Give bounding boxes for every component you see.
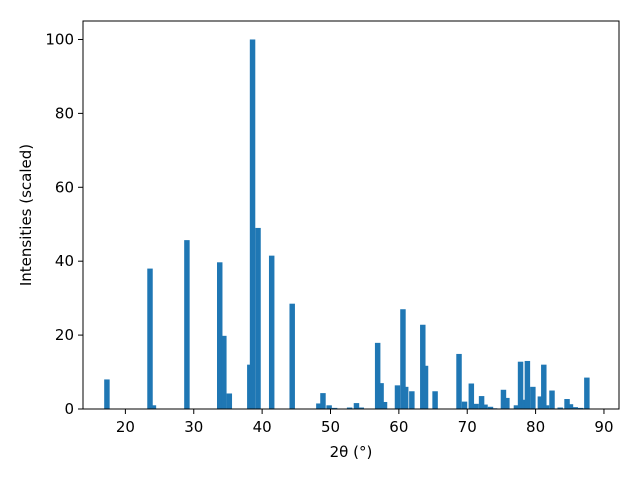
bar bbox=[473, 403, 479, 409]
y-tick-label: 0 bbox=[64, 400, 74, 418]
x-tick-label: 60 bbox=[389, 418, 408, 436]
bar bbox=[221, 335, 227, 409]
bar bbox=[537, 396, 544, 409]
bar bbox=[456, 353, 462, 409]
bar bbox=[394, 385, 401, 409]
bar bbox=[289, 303, 295, 409]
x-tick-label: 90 bbox=[594, 418, 613, 436]
y-tick-label: 40 bbox=[55, 252, 74, 270]
bar bbox=[247, 364, 253, 409]
bar bbox=[378, 383, 384, 409]
bar bbox=[381, 401, 388, 409]
y-axis-ticks: 0 20 40 60 80 100 bbox=[45, 30, 83, 418]
bar bbox=[320, 393, 326, 409]
bar bbox=[572, 407, 578, 409]
bars-group bbox=[104, 39, 590, 409]
bar bbox=[487, 406, 494, 409]
y-tick-label: 80 bbox=[55, 104, 74, 122]
y-tick-label: 20 bbox=[55, 326, 74, 344]
bar bbox=[567, 404, 574, 409]
bar bbox=[422, 365, 429, 409]
bar bbox=[543, 405, 550, 409]
x-tick-label: 80 bbox=[526, 418, 545, 436]
bar bbox=[268, 255, 275, 409]
bar bbox=[353, 403, 360, 409]
bar bbox=[331, 407, 338, 409]
bar bbox=[549, 390, 555, 409]
x-tick-label: 50 bbox=[321, 418, 340, 436]
bar bbox=[255, 227, 261, 409]
x-tick-label: 70 bbox=[458, 418, 477, 436]
bar bbox=[184, 240, 190, 409]
bar bbox=[249, 39, 256, 409]
bar bbox=[326, 405, 332, 409]
bar bbox=[461, 401, 468, 409]
bar bbox=[346, 407, 353, 409]
bar bbox=[150, 405, 157, 409]
y-tick-label: 100 bbox=[45, 30, 74, 48]
bar bbox=[500, 389, 507, 409]
x-tick-label: 30 bbox=[184, 418, 203, 436]
y-tick-label: 60 bbox=[55, 178, 74, 196]
bar bbox=[409, 391, 415, 409]
bar bbox=[530, 386, 536, 409]
bar bbox=[226, 393, 233, 409]
bar bbox=[478, 396, 485, 409]
bar bbox=[147, 268, 153, 409]
bar bbox=[217, 262, 223, 409]
bar bbox=[482, 404, 488, 409]
x-axis-ticks: 20 30 40 50 60 70 80 90 bbox=[116, 409, 614, 436]
bar bbox=[564, 399, 570, 409]
bar bbox=[524, 360, 531, 409]
bar bbox=[584, 377, 590, 409]
bar bbox=[432, 391, 438, 409]
bar bbox=[400, 309, 406, 409]
bar bbox=[513, 405, 520, 409]
bar bbox=[541, 364, 547, 409]
bar bbox=[358, 407, 364, 409]
bar bbox=[577, 407, 584, 409]
plot-frame bbox=[82, 20, 620, 410]
x-tick-label: 40 bbox=[253, 418, 272, 436]
bar bbox=[374, 342, 381, 409]
bar bbox=[104, 379, 110, 409]
bar bbox=[402, 386, 409, 409]
y-axis-label: Intensities (scaled) bbox=[17, 144, 35, 286]
bar bbox=[504, 397, 510, 409]
x-tick-label: 20 bbox=[116, 418, 135, 436]
x-axis-label: 2θ (°) bbox=[330, 443, 373, 461]
bar bbox=[468, 383, 475, 409]
bar bbox=[517, 361, 524, 409]
bar bbox=[420, 324, 426, 409]
bar bbox=[557, 407, 563, 409]
bar bbox=[316, 403, 322, 409]
